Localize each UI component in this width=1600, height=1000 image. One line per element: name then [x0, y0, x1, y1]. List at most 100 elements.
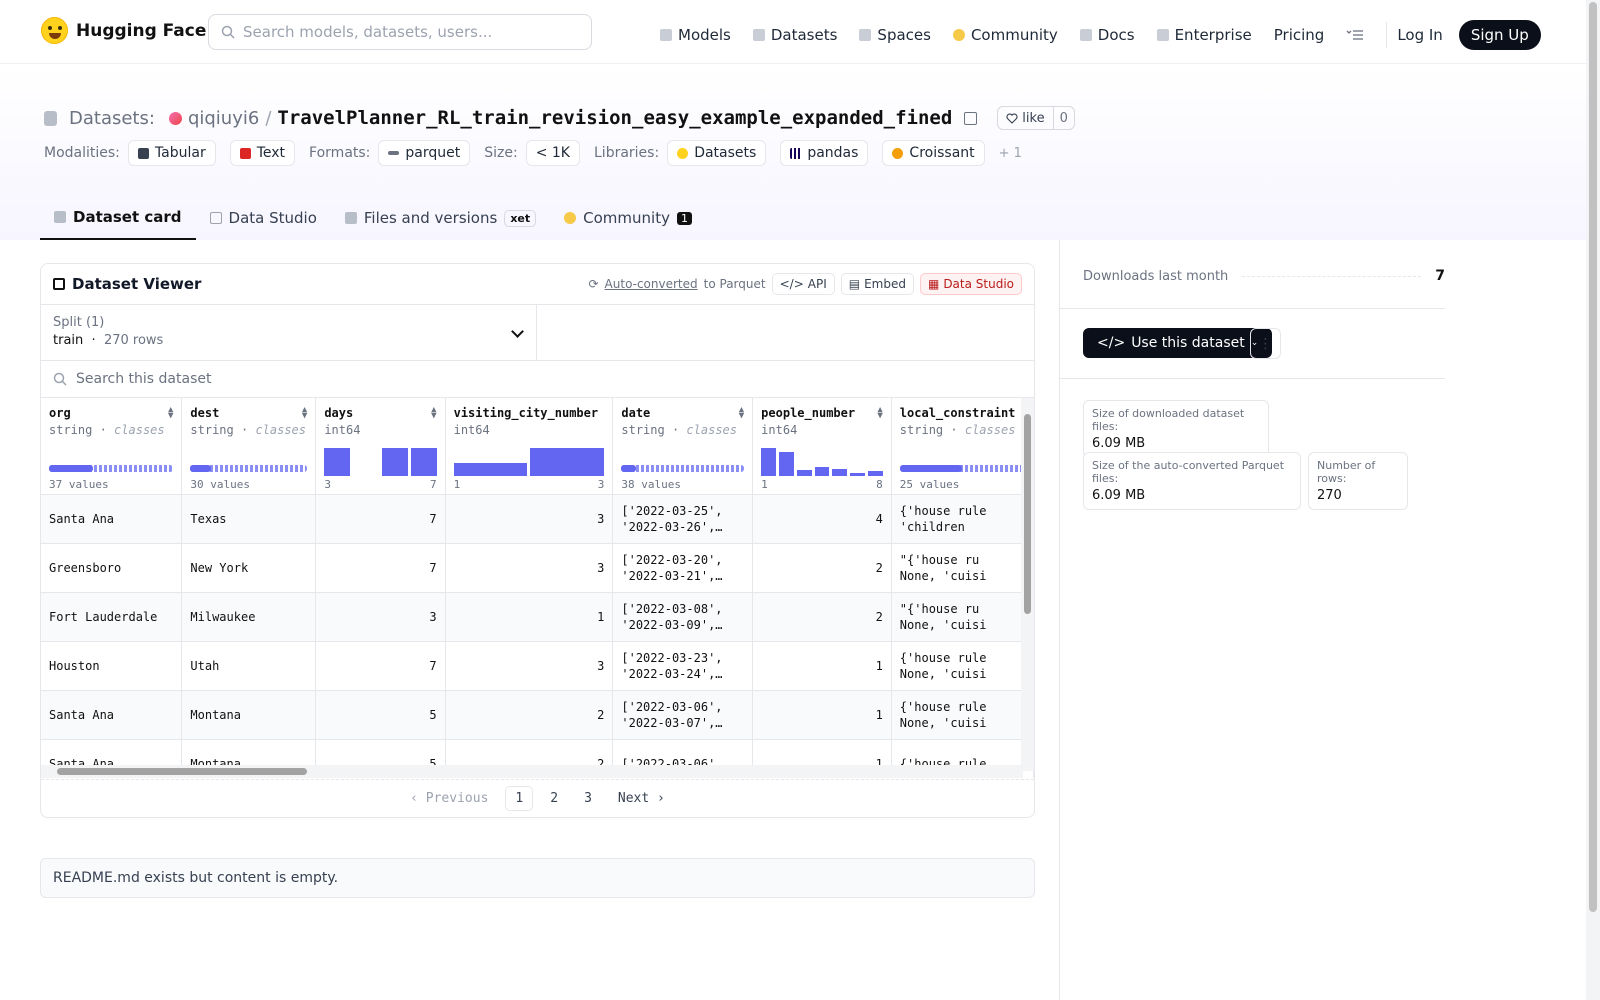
- hf-logo[interactable]: Hugging Face: [41, 17, 206, 44]
- cell-dest[interactable]: Milwaukee: [181, 592, 317, 642]
- vertical-scrollbar[interactable]: [1021, 398, 1034, 771]
- cell-local-constraint[interactable]: {'house rule None, 'cuisi: [891, 690, 1034, 740]
- previous-page-button[interactable]: ‹ Previous: [410, 791, 489, 806]
- cell-local-constraint[interactable]: "{'house ru None, 'cuisi: [891, 543, 1034, 593]
- cell-date[interactable]: ['2022-03-25', '2022-03-26',…: [612, 494, 754, 544]
- tag-text[interactable]: Text: [229, 140, 296, 166]
- more-options-button[interactable]: ⋮: [1250, 328, 1281, 359]
- nav-enterprise[interactable]: Enterprise: [1156, 26, 1252, 44]
- repo-owner-link[interactable]: qiqiuyi6: [187, 107, 260, 129]
- scrollbar-thumb[interactable]: [1024, 414, 1031, 614]
- page-3-button[interactable]: 3: [584, 791, 592, 806]
- table-row[interactable]: Santa Ana Montana 5 2 ['2022-03-06', '20…: [41, 690, 1034, 740]
- column-header-dest[interactable]: dest string · classes ▲ ▼ 30 values: [181, 398, 317, 495]
- cell-org[interactable]: Santa Ana: [41, 690, 183, 740]
- like-button[interactable]: like 0: [997, 106, 1075, 130]
- global-search[interactable]: [208, 14, 592, 50]
- auto-converted-link[interactable]: Auto-converted: [604, 277, 698, 291]
- split-selector[interactable]: Split (1) train · 270 rows: [41, 305, 537, 360]
- use-this-dataset-button[interactable]: </> Use this dataset ⌄: [1083, 328, 1273, 358]
- cell-days[interactable]: 7: [315, 543, 446, 593]
- nav-datasets[interactable]: Datasets: [752, 26, 837, 44]
- next-page-button[interactable]: Next ›: [617, 791, 665, 806]
- like-count[interactable]: 0: [1059, 110, 1068, 126]
- more-menu-button[interactable]: [1346, 29, 1364, 41]
- cell-people-number[interactable]: 2: [752, 543, 892, 593]
- cell-visiting-city-number[interactable]: 3: [445, 543, 614, 593]
- tag-tabular[interactable]: Tabular: [127, 140, 216, 166]
- tab-data-studio[interactable]: Data Studio: [196, 196, 331, 240]
- scrollbar-thumb[interactable]: [57, 768, 307, 775]
- tag-pandas[interactable]: pandas: [780, 140, 869, 166]
- sort-icon[interactable]: ▲ ▼: [431, 405, 437, 421]
- cell-people-number[interactable]: 4: [752, 494, 892, 544]
- global-search-input[interactable]: [243, 23, 573, 41]
- scrollbar-thumb[interactable]: [1589, 2, 1597, 912]
- cell-org[interactable]: Houston: [41, 641, 183, 691]
- cell-org[interactable]: Fort Lauderdale: [41, 592, 183, 642]
- tag-size[interactable]: < 1K: [525, 140, 580, 166]
- table-row[interactable]: Santa Ana Texas 7 3 ['2022-03-25', '2022…: [41, 494, 1034, 544]
- cell-visiting-city-number[interactable]: 1: [445, 592, 614, 642]
- sort-icon[interactable]: ▲ ▼: [877, 405, 883, 421]
- tag-datasets[interactable]: Datasets: [667, 140, 767, 166]
- nav-pricing[interactable]: Pricing: [1274, 26, 1325, 44]
- cell-visiting-city-number[interactable]: 2: [445, 690, 614, 740]
- cell-people-number[interactable]: 1: [752, 690, 892, 740]
- signup-button[interactable]: Sign Up: [1458, 20, 1541, 50]
- nav-docs[interactable]: Docs: [1079, 26, 1135, 44]
- cell-people-number[interactable]: 2: [752, 592, 892, 642]
- dataset-search-input[interactable]: [76, 371, 476, 387]
- like-toggle[interactable]: like: [998, 107, 1054, 129]
- nav-spaces[interactable]: Spaces: [859, 26, 931, 44]
- copy-icon[interactable]: [964, 111, 978, 125]
- cell-date[interactable]: ['2022-03-23', '2022-03-24',…: [612, 641, 754, 691]
- cell-people-number[interactable]: 1: [752, 641, 892, 691]
- horizontal-scrollbar[interactable]: [41, 765, 1023, 778]
- cell-days[interactable]: 7: [315, 641, 446, 691]
- cell-local-constraint[interactable]: "{'house ru None, 'cuisi: [891, 592, 1034, 642]
- api-button[interactable]: </> API: [771, 273, 835, 295]
- cell-dest[interactable]: Texas: [181, 494, 317, 544]
- cell-local-constraint[interactable]: {'house rule 'children: [891, 494, 1034, 544]
- nav-models[interactable]: Models: [660, 26, 731, 44]
- cell-visiting-city-number[interactable]: 3: [445, 494, 614, 544]
- cell-date[interactable]: ['2022-03-08', '2022-03-09',…: [612, 592, 754, 642]
- tab-dataset-card[interactable]: Dataset card: [40, 196, 196, 240]
- more-tags-button[interactable]: + 1: [998, 145, 1022, 161]
- page-2-button[interactable]: 2: [550, 791, 559, 806]
- login-link[interactable]: Log In: [1397, 26, 1443, 44]
- dataset-search[interactable]: [41, 361, 1034, 398]
- cell-days[interactable]: 3: [315, 592, 446, 642]
- column-header-date[interactable]: date string · classes ▲ ▼ 38 values: [612, 398, 754, 495]
- page-1-button[interactable]: 1: [505, 786, 534, 811]
- column-header-local-constraint[interactable]: local_constraint string · classes 25 val…: [891, 398, 1034, 495]
- nav-community[interactable]: Community: [952, 26, 1058, 44]
- tab-community[interactable]: Community 1: [550, 196, 706, 240]
- cell-days[interactable]: 5: [315, 690, 446, 740]
- embed-button[interactable]: ▤ Embed: [840, 273, 914, 295]
- cell-dest[interactable]: Montana: [181, 690, 317, 740]
- cell-dest[interactable]: New York: [181, 543, 317, 593]
- cell-date[interactable]: ['2022-03-20', '2022-03-21',…: [612, 543, 754, 593]
- tab-files-and-versions[interactable]: Files and versions xet: [331, 196, 550, 240]
- cell-org[interactable]: Greensboro: [41, 543, 183, 593]
- column-header-org[interactable]: org string · classes ▲ ▼ 37 values: [41, 398, 183, 495]
- repo-type-label[interactable]: Datasets:: [69, 107, 155, 129]
- cell-visiting-city-number[interactable]: 3: [445, 641, 614, 691]
- table-row[interactable]: Fort Lauderdale Milwaukee 3 1 ['2022-03-…: [41, 592, 1034, 642]
- cell-dest[interactable]: Utah: [181, 641, 317, 691]
- tag-croissant[interactable]: Croissant: [882, 140, 985, 166]
- cell-local-constraint[interactable]: {'house rule None, 'cuisi: [891, 641, 1034, 691]
- data-studio-button[interactable]: ▦ Data Studio: [919, 273, 1022, 295]
- page-scrollbar[interactable]: [1586, 0, 1600, 1000]
- sort-icon[interactable]: ▲ ▼: [301, 405, 308, 421]
- sort-icon[interactable]: ▲ ▼: [167, 405, 174, 421]
- cell-org[interactable]: Santa Ana: [41, 494, 183, 544]
- cell-days[interactable]: 7: [315, 494, 446, 544]
- sort-icon[interactable]: ▲ ▼: [738, 405, 745, 421]
- table-row[interactable]: Greensboro New York 7 3 ['2022-03-20', '…: [41, 543, 1034, 593]
